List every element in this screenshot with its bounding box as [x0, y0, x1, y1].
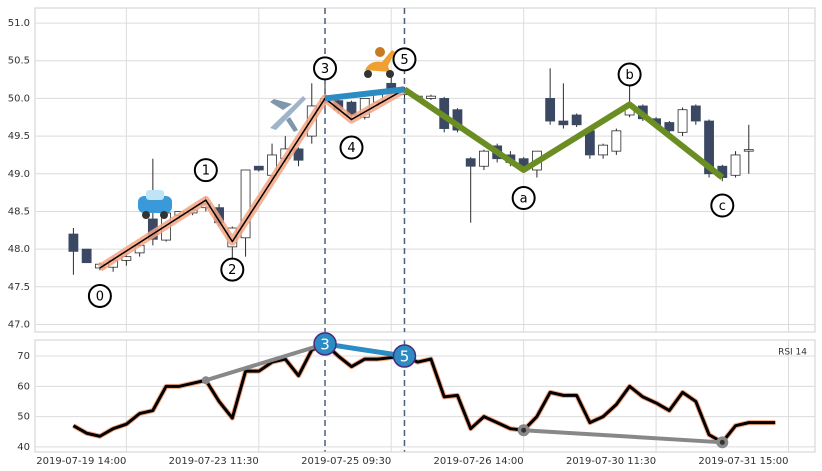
wave-label: 3: [321, 62, 329, 77]
x-tick-label: 2019-07-25 09:30: [301, 456, 391, 467]
wave-link: [324, 86, 405, 102]
trend-line: [523, 428, 723, 445]
candle-body: [743, 149, 754, 152]
wave-label: a: [520, 192, 528, 207]
wave-label-circle: [313, 56, 338, 81]
candle-body: [479, 150, 489, 167]
candle-body: [240, 169, 251, 239]
y-tick-label: 49.5: [8, 131, 30, 142]
y-tick-label: 51.0: [8, 18, 30, 29]
y-tick-label: 47.0: [8, 319, 30, 330]
trend-line: [205, 342, 326, 383]
plot-frame: [34, 339, 816, 453]
wave-label-circle: [339, 135, 364, 160]
wave-label-circle: [617, 62, 642, 87]
candle-body: [518, 158, 529, 167]
trend-point: [313, 332, 337, 356]
trend-point-core: [521, 427, 527, 433]
x-tick-label: 2019-07-19 14:00: [36, 456, 126, 467]
y-tick-label: 40: [17, 442, 30, 453]
candle-body: [677, 109, 688, 133]
candle-body: [545, 98, 556, 122]
candle-body: [558, 120, 569, 126]
candle-body: [81, 248, 92, 264]
candle-body: [598, 144, 609, 156]
x-tick-label: 2019-07-30 11:30: [566, 456, 656, 467]
trend-point: [201, 376, 210, 385]
candle-body: [465, 158, 476, 167]
candle-body: [571, 114, 582, 126]
candle-body: [704, 120, 714, 175]
candle-body: [730, 154, 741, 176]
wave-label: 1: [202, 164, 210, 179]
wave-label: 0: [96, 289, 104, 304]
legend-label: RSI 14: [778, 348, 807, 358]
wave-label-circle: [87, 283, 112, 308]
car-icon: [138, 190, 172, 219]
y-tick-label: 49.0: [8, 169, 30, 180]
wave-label: 4: [347, 141, 355, 156]
wave-label: b: [625, 68, 633, 83]
wave-label: 5: [400, 53, 408, 68]
x-tick-label: 2019-07-23 11:30: [169, 456, 259, 467]
y-tick-label: 48.0: [8, 244, 30, 255]
plane-icon: [270, 96, 306, 132]
scooter-icon: [364, 47, 395, 78]
wave-line: [99, 88, 405, 269]
wave-label-circle: [392, 47, 417, 72]
y-tick-label: 50: [17, 412, 30, 423]
trend-point-label: 3: [320, 335, 330, 353]
y-tick-label: 47.5: [8, 282, 30, 293]
y-tick-label: 48.5: [8, 206, 30, 217]
wave-label-circle: [710, 193, 735, 218]
wave-line: [402, 86, 725, 180]
y-tick-label: 50.0: [8, 93, 30, 104]
y-tick-label: 50.5: [8, 56, 30, 67]
candle-body: [253, 165, 264, 171]
candle-body: [68, 233, 79, 252]
candle-body: [611, 130, 622, 152]
plot-frame: [34, 7, 816, 333]
trend-point: [392, 344, 417, 368]
wave-label-circle: [511, 186, 536, 210]
x-tick-label: 2019-07-31 15:00: [698, 456, 788, 467]
trend-line: [324, 341, 405, 359]
series-line: [72, 342, 776, 444]
candle-body: [293, 148, 304, 161]
wave-label-circle: [220, 257, 245, 282]
candle-body: [690, 105, 701, 122]
wave-label: c: [719, 199, 726, 214]
candle-body: [426, 95, 436, 99]
candle-body: [664, 122, 675, 132]
trend-point-label: 5: [400, 348, 410, 366]
y-tick-label: 70: [17, 351, 30, 362]
trend-point-core: [719, 439, 725, 445]
wave-label-circle: [193, 158, 218, 183]
wave-label: 2: [228, 263, 236, 278]
x-tick-label: 2019-07-26 14:00: [434, 456, 524, 467]
icons: [138, 47, 395, 219]
y-tick-label: 60: [17, 381, 30, 392]
